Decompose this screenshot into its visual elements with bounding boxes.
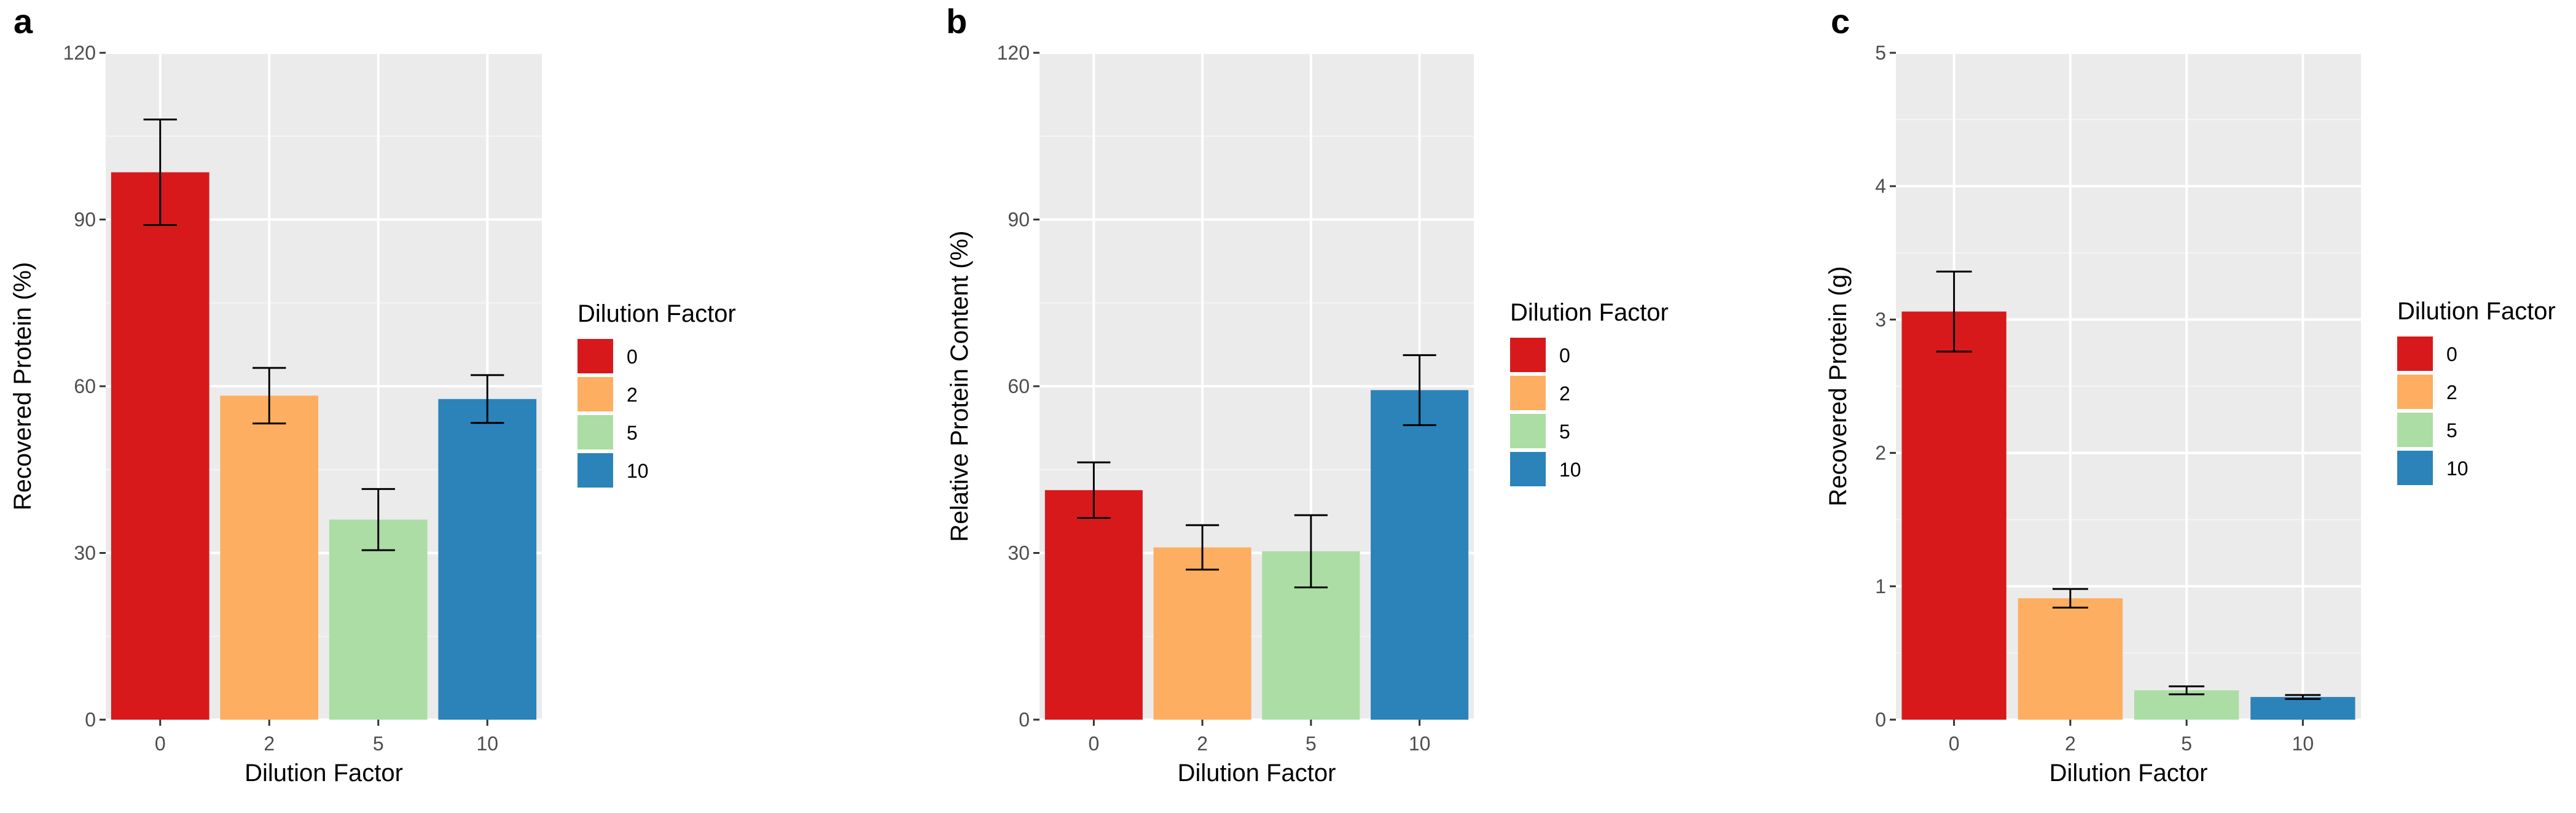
- bar-2: [1153, 547, 1251, 720]
- x-tick-label: 0: [1949, 733, 1960, 755]
- y-tick-label: 30: [74, 542, 96, 564]
- y-tick-label: 1: [1875, 575, 1886, 597]
- x-tick-label: 10: [1409, 733, 1431, 755]
- x-tick-label: 10: [476, 733, 498, 755]
- chart-panel-c: c 0 1 2 3 4 5 0 2 5 10 Dilution Factor Recovered Pro…: [1825, 2, 2556, 787]
- panel-label: b: [946, 2, 967, 41]
- legend-label-0: 0: [2446, 343, 2457, 365]
- panel-label: a: [14, 2, 33, 41]
- legend-swatch-5: [577, 415, 613, 449]
- legend-swatch-2: [2397, 375, 2433, 409]
- legend-title: Dilution Factor: [577, 300, 736, 327]
- y-tick-label: 0: [1019, 709, 1030, 731]
- legend-swatch-10: [2397, 451, 2433, 485]
- legend-label-10: 10: [1559, 459, 1581, 481]
- legend-label-10: 10: [2446, 457, 2468, 480]
- legend-label-2: 2: [2446, 381, 2457, 403]
- legend-label-0: 0: [1559, 344, 1570, 367]
- legend-swatch-2: [577, 377, 613, 411]
- bar-10: [2250, 697, 2355, 720]
- bar-10: [1371, 390, 1469, 720]
- bar-0: [1901, 311, 2006, 720]
- legend-label-5: 5: [2446, 419, 2457, 442]
- panel-label: c: [1831, 2, 1850, 41]
- legend-label-5: 5: [627, 422, 638, 444]
- legend-swatch-10: [577, 453, 613, 488]
- x-tick-label: 10: [2292, 733, 2314, 755]
- y-tick-label: 3: [1875, 308, 1886, 330]
- legend-title: Dilution Factor: [2397, 298, 2556, 325]
- x-tick-label: 5: [373, 733, 384, 755]
- bar-5: [329, 519, 428, 720]
- x-tick-label: 5: [1306, 733, 1317, 755]
- x-tick-label: 2: [264, 733, 275, 755]
- chart-panel-a: a 0 30 60 90 120 0 2 5 10 Dilution Factor Recovered…: [9, 2, 736, 787]
- y-axis-title: Relative Protein Content (%): [946, 231, 973, 542]
- y-tick-label: 90: [74, 209, 96, 231]
- x-tick-label: 0: [155, 733, 166, 755]
- legend-swatch-5: [1510, 414, 1546, 448]
- x-tick-label: 0: [1088, 733, 1099, 755]
- legend-swatch-5: [2397, 413, 2433, 447]
- y-tick-label: 90: [1008, 209, 1030, 231]
- chart-panel-b: b 0 30 60 90 120 0 2 5 10 Dilution Factor Relative …: [946, 2, 1669, 787]
- legend: Dilution Factor 0 2 5 10: [577, 300, 736, 488]
- y-tick-label: 120: [63, 42, 96, 64]
- y-tick-label: 30: [1008, 542, 1030, 564]
- legend-swatch-0: [2397, 336, 2433, 371]
- bar-10: [438, 399, 537, 720]
- bar-2: [220, 395, 319, 720]
- x-tick-label: 2: [1197, 733, 1208, 755]
- y-tick-label: 5: [1875, 42, 1886, 64]
- x-tick-label: 5: [2181, 733, 2192, 755]
- legend-swatch-10: [1510, 452, 1546, 486]
- x-axis-title: Dilution Factor: [1178, 760, 1336, 787]
- y-tick-label: 60: [1008, 375, 1030, 397]
- legend-swatch-0: [1510, 338, 1546, 372]
- x-tick-label: 2: [2065, 733, 2076, 755]
- y-tick-label: 0: [1875, 709, 1886, 731]
- legend-label-5: 5: [1559, 421, 1570, 443]
- x-axis-title: Dilution Factor: [2049, 760, 2208, 787]
- bar-2: [2018, 598, 2123, 720]
- legend-label-2: 2: [1559, 383, 1570, 405]
- y-tick-label: 120: [997, 42, 1030, 64]
- legend: Dilution Factor 0 2 5 10: [2397, 298, 2556, 485]
- legend: Dilution Factor 0 2 5 10: [1510, 299, 1669, 486]
- y-tick-label: 60: [74, 375, 96, 397]
- legend-label-2: 2: [627, 384, 638, 406]
- bar-0: [111, 172, 209, 720]
- y-tick-label: 0: [85, 709, 96, 731]
- legend-swatch-2: [1510, 376, 1546, 410]
- bar-0: [1044, 490, 1143, 720]
- x-axis-title: Dilution Factor: [245, 760, 403, 787]
- legend-title: Dilution Factor: [1510, 299, 1669, 326]
- legend-label-10: 10: [627, 460, 649, 482]
- y-tick-label: 4: [1875, 175, 1886, 197]
- y-axis-title: Recovered Protein (g): [1825, 266, 1852, 506]
- legend-swatch-0: [577, 339, 613, 373]
- y-axis-title: Recovered Protein (%): [9, 262, 36, 511]
- legend-label-0: 0: [627, 346, 638, 368]
- y-tick-label: 2: [1875, 442, 1886, 464]
